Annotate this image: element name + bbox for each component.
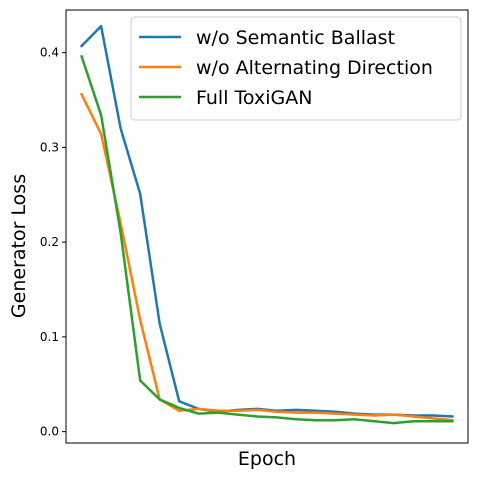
x-axis-label: Epoch — [238, 448, 296, 470]
legend-label-2: w/o Alternating Direction — [196, 57, 433, 79]
y-tick-label: 0.0 — [40, 425, 59, 439]
series-lines — [79, 24, 454, 425]
legend: w/o Semantic Ballast w/o Alternating Dire… — [130, 16, 462, 121]
y-tick-label: 0.4 — [40, 46, 59, 60]
y-tick-label: 0.1 — [40, 330, 59, 344]
legend-label-1: w/o Semantic Ballast — [196, 27, 395, 49]
y-tick-label: 0.2 — [40, 235, 59, 249]
y-axis-label: Generator Loss — [8, 174, 30, 318]
plot-area-frame — [65, 9, 469, 444]
y-axis-ticks: 0.0 0.1 0.2 0.3 0.4 — [40, 46, 66, 439]
legend-label-3: Full ToxiGAN — [196, 87, 312, 109]
series-line-3 — [80, 54, 454, 425]
y-tick-label: 0.3 — [40, 140, 59, 154]
legend-box — [130, 16, 462, 121]
series-line-2 — [79, 92, 454, 422]
